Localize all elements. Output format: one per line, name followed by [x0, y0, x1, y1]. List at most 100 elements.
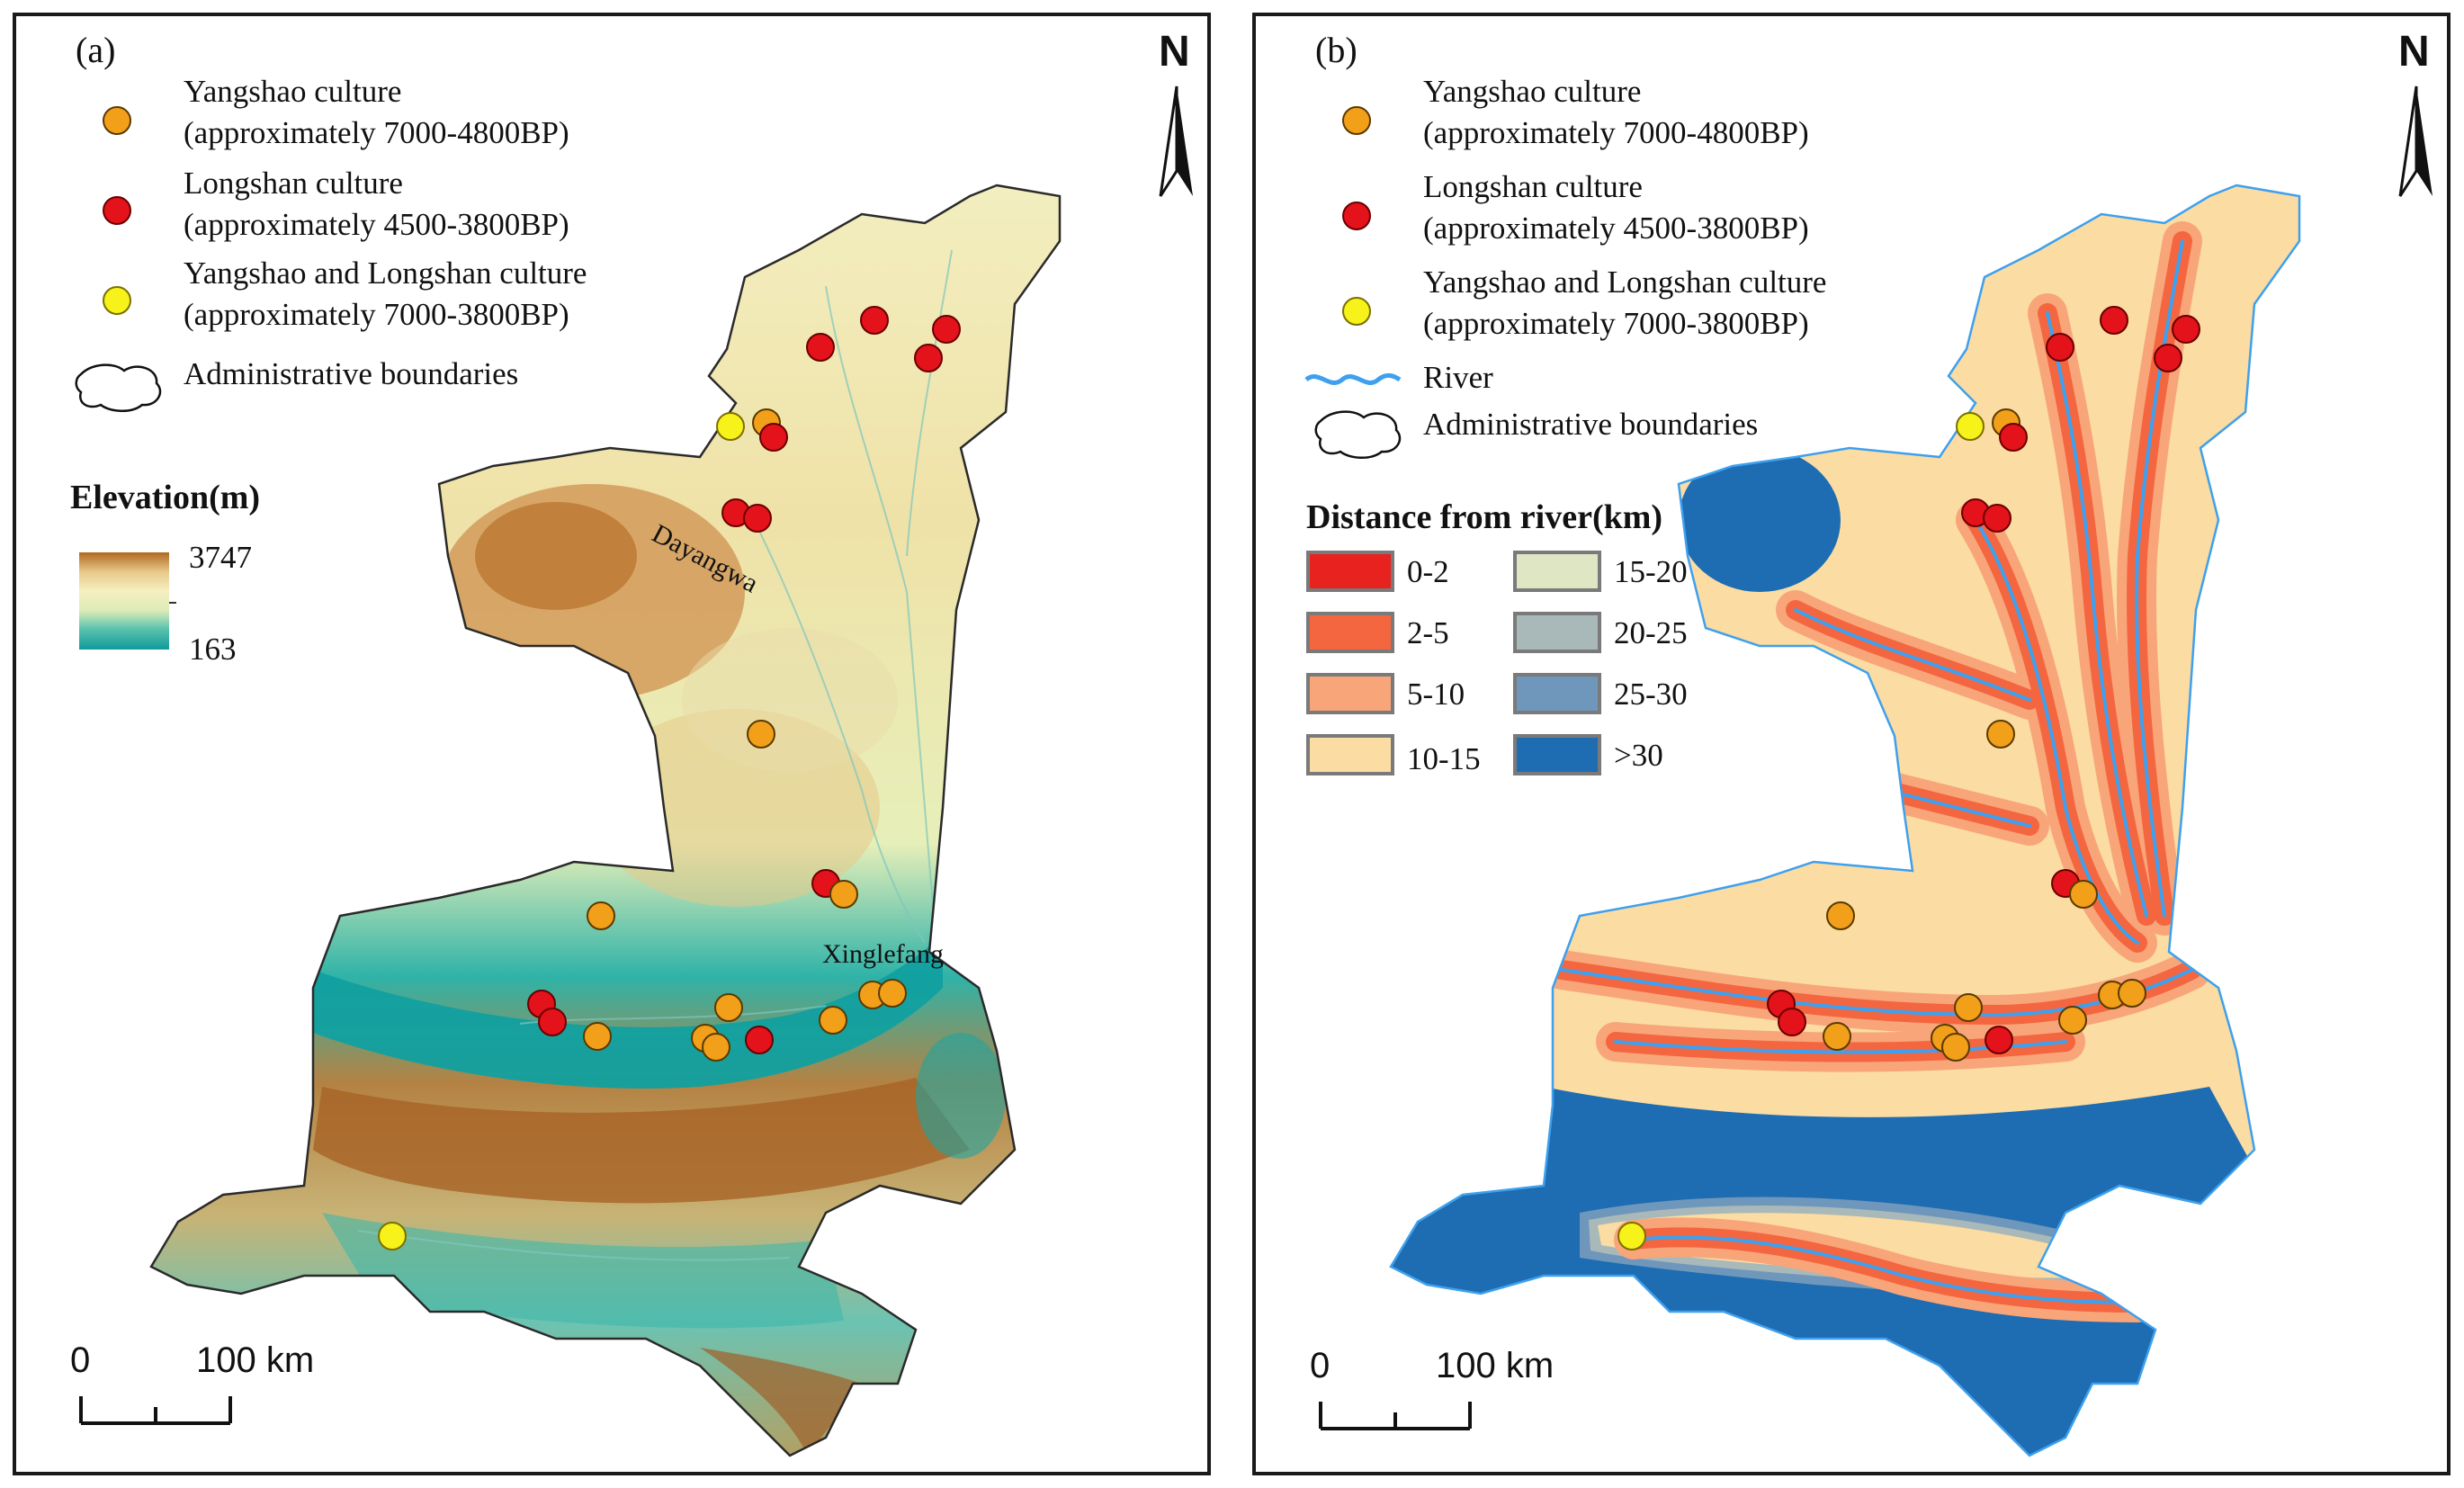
class-swatch-2-5	[1306, 612, 1394, 653]
boundary-legend-icon	[75, 363, 162, 412]
river-distance-map-panel: (b) N Yangshao culture (approximately 70…	[1252, 13, 2451, 1475]
yangshao-site	[1954, 993, 1983, 1022]
legend-boundary-label: Administrative boundaries	[184, 356, 519, 391]
class-label: 2-5	[1407, 615, 1449, 650]
class-label: 25-30	[1614, 677, 1688, 712]
longshan-site	[860, 306, 889, 335]
panel-tag: (a)	[76, 30, 116, 70]
scale-distance: 100 km	[1436, 1346, 1555, 1385]
class-swatch-20-25	[1513, 612, 1601, 653]
river-legend-icon	[1304, 372, 1402, 385]
yangshao-site	[829, 880, 858, 909]
longshan-site	[2100, 306, 2128, 335]
yangshao-site	[1986, 720, 2015, 748]
class-swatch-5-10	[1306, 673, 1394, 714]
longshan-site	[1985, 1026, 2013, 1054]
yangshao-site	[587, 901, 615, 930]
longshan-site	[759, 423, 788, 452]
class-swatch-15-20	[1513, 551, 1601, 592]
place-xinglefang: Xinglefang	[822, 939, 944, 969]
longshan-site	[538, 1008, 567, 1036]
yangshao-site	[1826, 901, 1855, 930]
scale-distance: 100 km	[196, 1340, 315, 1380]
scale-bar	[1319, 1402, 1472, 1430]
both-culture-site	[1617, 1222, 1646, 1250]
yangshao-site	[2069, 880, 2098, 909]
yangshao-legend-marker	[103, 106, 131, 135]
north-label: N	[2398, 28, 2430, 76]
boundary-legend-icon	[1314, 410, 1402, 459]
scale-zero: 0	[1310, 1346, 1331, 1385]
yangshao-site	[2118, 979, 2146, 1008]
legend-both-period: (approximately 7000-3800BP)	[184, 297, 569, 332]
yangshao-site	[714, 993, 743, 1022]
legend-longshan-name: Longshan culture	[184, 166, 403, 201]
yangshao-site	[583, 1022, 612, 1051]
class-swatch-25-30	[1513, 673, 1601, 714]
distance-legend-title: Distance from river(km)	[1306, 498, 1663, 536]
legend-longshan-name: Longshan culture	[1423, 169, 1643, 204]
yangshao-site	[819, 1006, 847, 1035]
yangshao-site	[2058, 1006, 2087, 1035]
longshan-legend-marker	[1342, 202, 1371, 230]
class-swatch-10-15	[1306, 734, 1394, 775]
legend-yangshao-period: (approximately 7000-4800BP)	[184, 115, 569, 150]
class-swatch-over-30	[1513, 734, 1601, 775]
scale-bar	[79, 1396, 232, 1425]
longshan-site	[745, 1026, 774, 1054]
both-culture-site	[378, 1222, 407, 1250]
longshan-site	[2172, 315, 2200, 344]
elevation-map-svg	[75, 85, 1193, 1457]
elevation-min: 163	[189, 632, 237, 667]
class-label: 15-20	[1614, 554, 1688, 589]
longshan-site	[932, 315, 961, 344]
yangshao-site	[878, 979, 907, 1008]
longshan-site	[806, 333, 835, 362]
both-culture-site	[1956, 412, 1985, 441]
yangshao-site	[1823, 1022, 1851, 1051]
legend-yangshao-period: (approximately 7000-4800BP)	[1423, 115, 1809, 150]
longshan-site	[1999, 423, 2028, 452]
north-arrow-icon	[2398, 85, 2433, 197]
class-label: >30	[1614, 738, 1663, 773]
longshan-site	[1983, 504, 2012, 533]
class-label: 10-15	[1407, 741, 1481, 776]
scale-zero: 0	[70, 1340, 91, 1380]
yangshao-site	[747, 720, 775, 748]
legend-boundary-label: Administrative boundaries	[1423, 407, 1759, 442]
elevation-color-ramp	[79, 552, 169, 650]
legend-both-name: Yangshao and Longshan culture	[184, 255, 587, 291]
river-distance-svg	[1304, 85, 2433, 1457]
elevation-max: 3747	[189, 540, 252, 575]
legend-longshan-period: (approximately 4500-3800BP)	[184, 207, 569, 242]
legend-yangshao-name: Yangshao culture	[1423, 74, 1642, 109]
both-culture-site	[716, 412, 745, 441]
longshan-site	[743, 504, 772, 533]
panel-tag: (b)	[1315, 30, 1357, 70]
longshan-site	[2154, 344, 2182, 372]
distance-raster	[1391, 185, 2299, 1456]
yangshao-legend-marker	[1342, 106, 1371, 135]
legend-longshan-period: (approximately 4500-3800BP)	[1423, 211, 1809, 246]
both-culture-legend-marker	[1342, 297, 1371, 326]
longshan-site	[2046, 333, 2074, 362]
legend-yangshao-name: Yangshao culture	[184, 74, 402, 109]
yangshao-site	[1941, 1033, 1970, 1062]
longshan-legend-marker	[103, 196, 131, 225]
yangshao-site	[702, 1033, 730, 1062]
legend-both-period: (approximately 7000-3800BP)	[1423, 306, 1809, 341]
elevation-legend-title: Elevation(m)	[70, 479, 261, 516]
class-label: 20-25	[1614, 615, 1688, 650]
legend-river-label: River	[1423, 360, 1493, 395]
longshan-site	[914, 344, 943, 372]
both-culture-legend-marker	[103, 286, 131, 315]
elevation-map-panel: (a) N Yangshao culture (approximately 70…	[13, 13, 1211, 1475]
legend-both-name: Yangshao and Longshan culture	[1423, 264, 1827, 300]
class-swatch-0-2	[1306, 551, 1394, 592]
elevation-raster	[151, 185, 1060, 1456]
longshan-site	[1778, 1008, 1806, 1036]
class-label: 5-10	[1407, 677, 1465, 712]
class-label: 0-2	[1407, 554, 1449, 589]
north-label: N	[1159, 28, 1190, 76]
north-arrow-icon	[1159, 85, 1193, 197]
